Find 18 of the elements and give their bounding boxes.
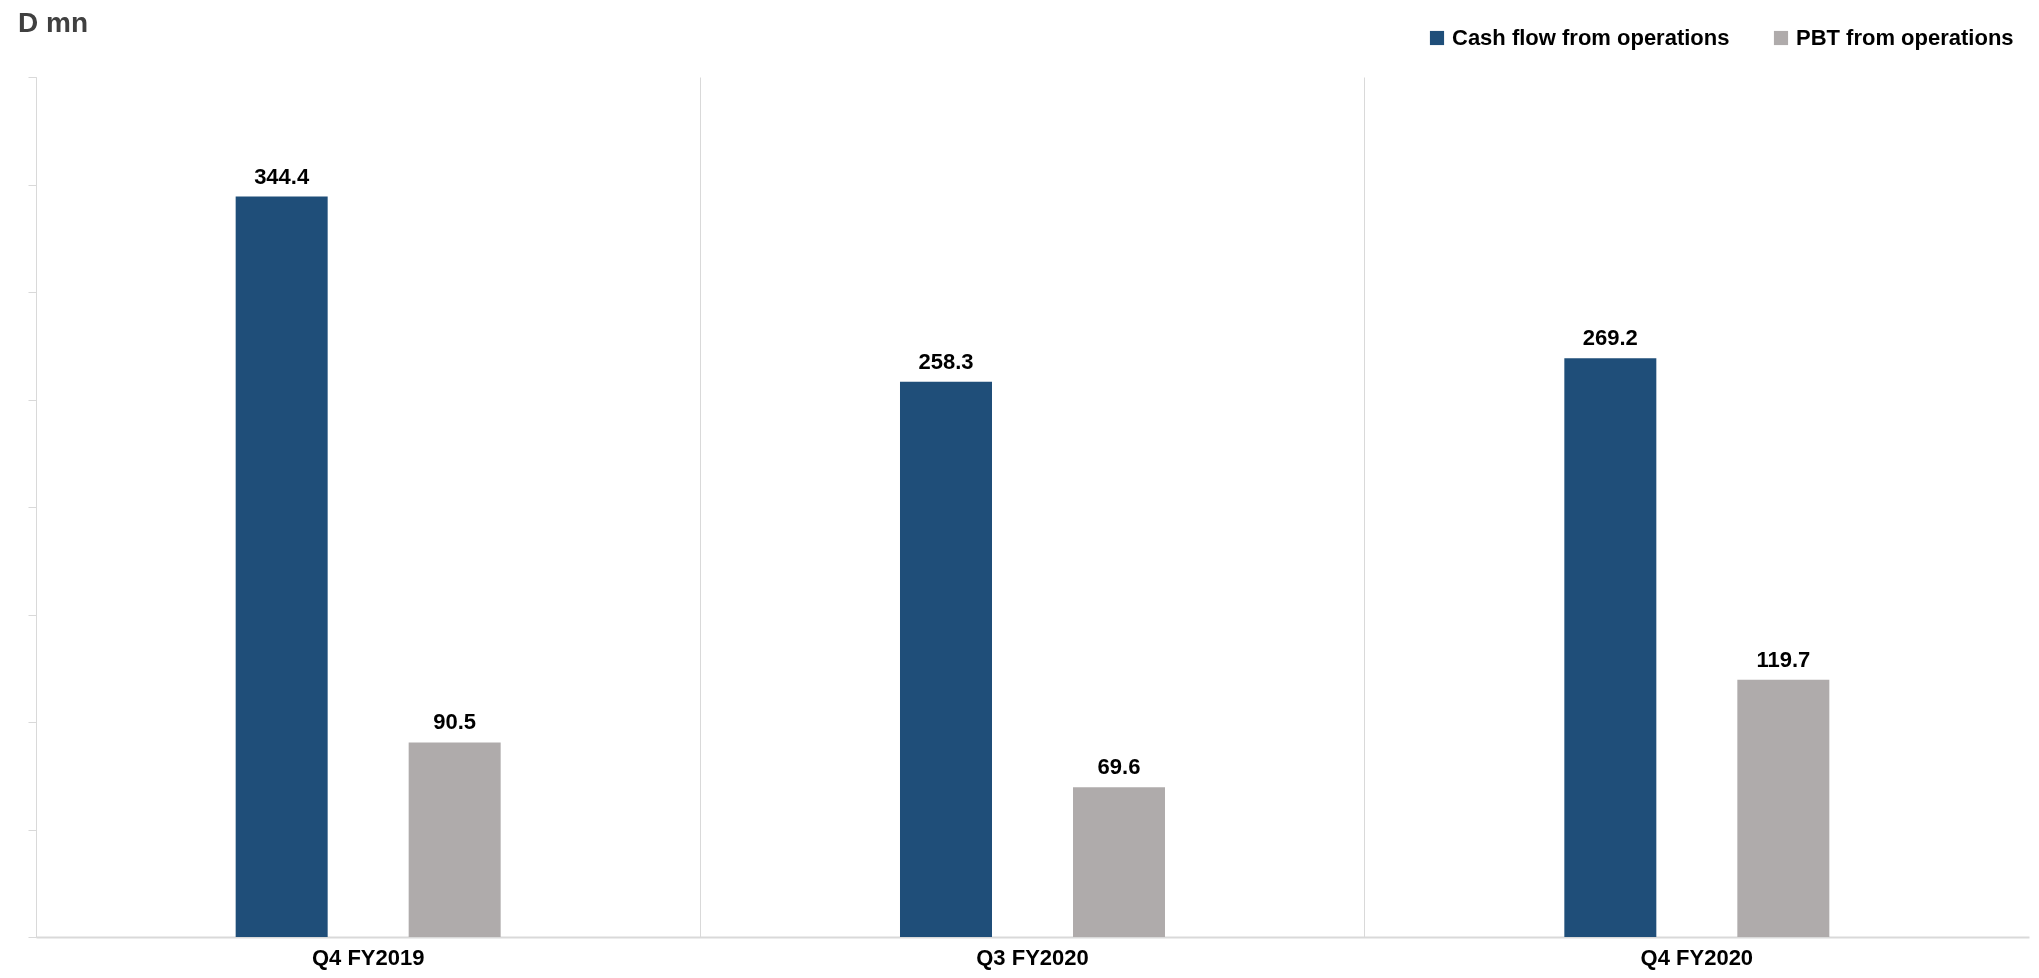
data-label: 344.4 bbox=[254, 163, 310, 189]
bar bbox=[1737, 679, 1830, 937]
x-tick-label: Q4 FY2019 bbox=[311, 944, 425, 970]
chart-title: D mn bbox=[18, 7, 88, 38]
bar bbox=[408, 742, 501, 937]
bar bbox=[235, 196, 328, 937]
data-label: 258.3 bbox=[918, 348, 974, 374]
data-label: 69.6 bbox=[1097, 754, 1141, 780]
legend-label: PBT from operations bbox=[1796, 25, 2014, 50]
legend-label: Cash flow from operations bbox=[1452, 25, 1730, 50]
x-tick-label: Q4 FY2020 bbox=[1640, 944, 1754, 970]
bar bbox=[1564, 358, 1657, 937]
bar bbox=[900, 381, 992, 937]
data-label: 269.2 bbox=[1582, 325, 1638, 351]
x-tick-label: Q3 FY2020 bbox=[976, 944, 1089, 970]
data-label: 119.7 bbox=[1756, 646, 1811, 672]
bar bbox=[1073, 787, 1165, 937]
data-label: 90.5 bbox=[433, 709, 477, 735]
